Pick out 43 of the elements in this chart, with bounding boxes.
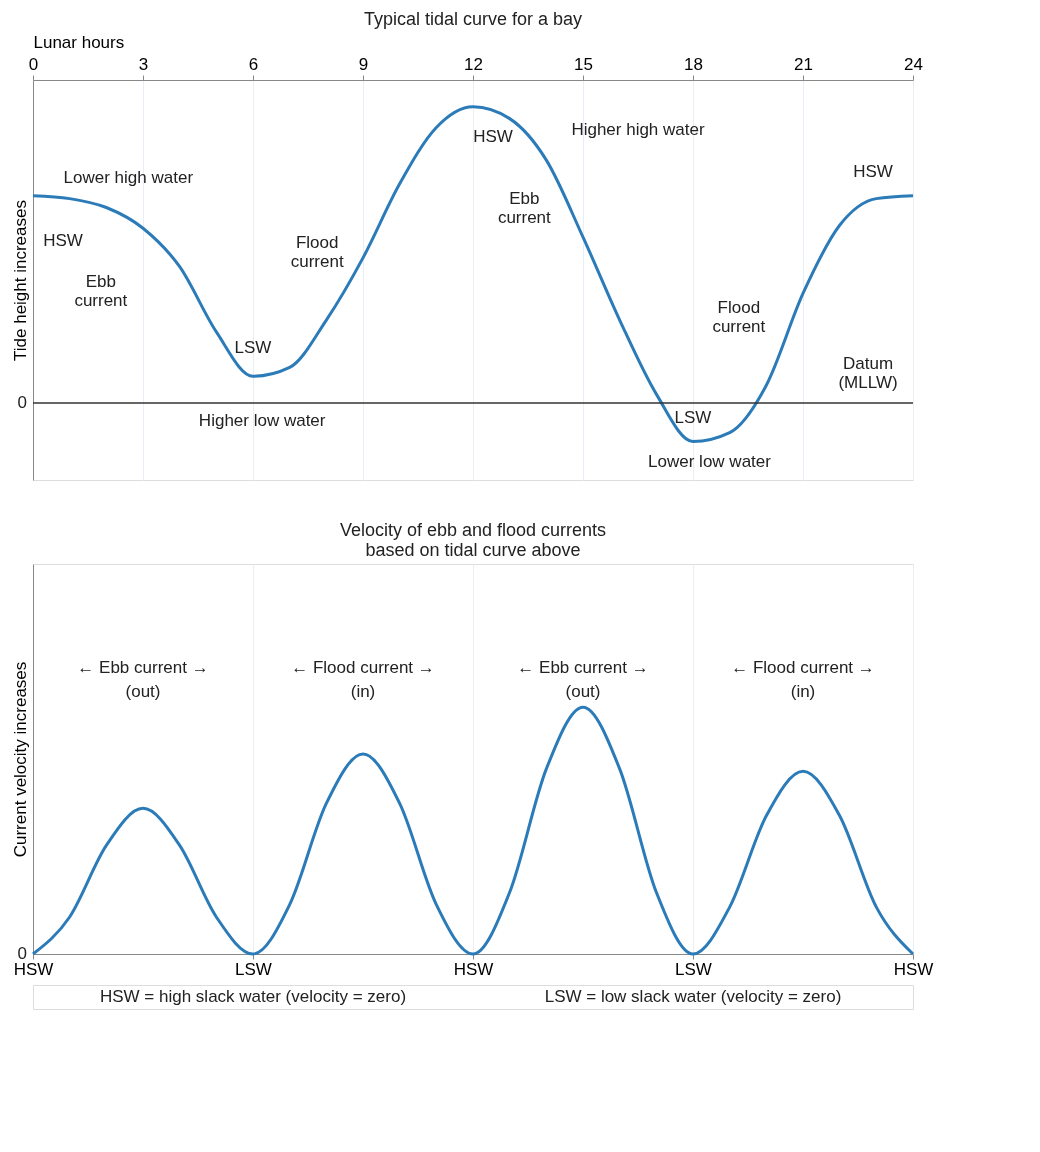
x-tick-label: LSW <box>675 959 712 979</box>
annotation: LSW <box>234 338 272 358</box>
text: Lower low water <box>648 452 772 472</box>
annotation: HSW <box>473 126 513 146</box>
x-tick-label: 21 <box>794 54 813 74</box>
text: (in) <box>790 682 816 702</box>
x-tick-label: 3 <box>138 54 149 74</box>
text: 0 <box>17 393 27 412</box>
annotation: Higher high water <box>571 120 705 140</box>
x-tick-label: 15 <box>574 54 593 74</box>
annotation: Ebb current <box>74 271 128 310</box>
text: ← Flood current → <box>291 657 435 677</box>
text: HSW = high slack water (velocity = zero) <box>99 987 407 1006</box>
text: ← Ebb current → <box>77 657 209 677</box>
ref-line-label: Datum (MLLW) <box>838 354 898 392</box>
text: ← Flood current → <box>731 657 875 677</box>
text: (in) <box>350 682 376 702</box>
annotation: HSW <box>43 230 83 250</box>
x-tick-label: 9 <box>358 54 369 74</box>
x-tick-label: HSW <box>893 959 934 979</box>
annotation: Flood current <box>712 298 766 337</box>
annotation: Higher low water <box>198 410 326 430</box>
annotation: Flood current <box>290 233 344 272</box>
annotation: Lower high water <box>63 167 194 187</box>
text: LSW = low slack water (velocity = zero) <box>544 987 842 1006</box>
y-axis-title: Tide height increases <box>10 200 30 361</box>
chart-title: Typical tidal curve for a bay <box>363 9 583 29</box>
annotation: HSW <box>853 161 893 181</box>
x-tick-label: 0 <box>28 54 39 74</box>
x-tick-label: 18 <box>684 54 703 74</box>
text: ← Ebb current → <box>517 657 649 677</box>
x-tick-label: 12 <box>464 54 483 74</box>
text: (out) <box>125 682 161 702</box>
x-tick-label: 24 <box>904 54 923 74</box>
text: (out) <box>565 682 601 702</box>
y-axis-title: Current velocity increases <box>10 661 30 858</box>
x-tick-label: 6 <box>248 54 259 74</box>
x-axis-title: Lunar hours <box>33 32 125 52</box>
x-tick-label: LSW <box>235 959 272 979</box>
x-tick-label: HSW <box>453 959 494 979</box>
annotation: LSW <box>674 407 712 427</box>
chart-title: Velocity of ebb and flood currents based on tidal curve above <box>339 520 607 560</box>
annotation: Ebb current <box>497 188 552 227</box>
